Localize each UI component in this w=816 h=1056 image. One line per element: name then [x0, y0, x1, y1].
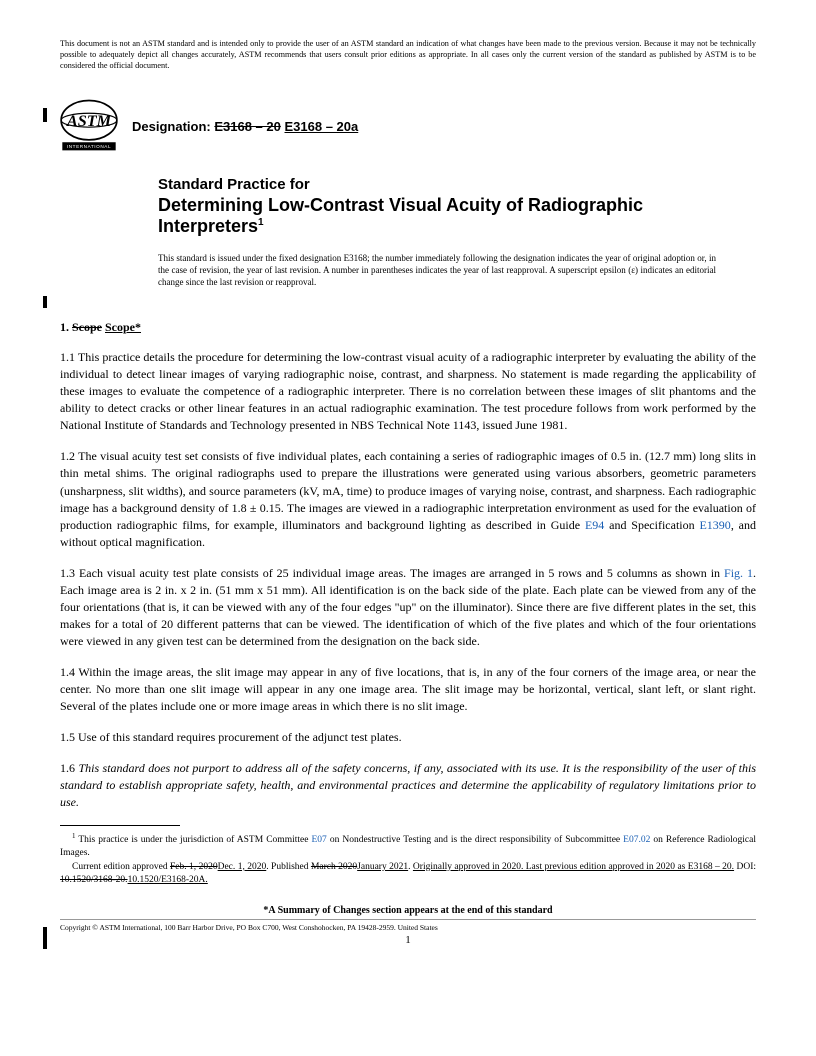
- para-1-4: 1.4 Within the image areas, the slit ima…: [60, 664, 756, 715]
- ref-e94[interactable]: E94: [585, 518, 604, 532]
- para-1-2: 1.2 The visual acuity test set consists …: [60, 448, 756, 550]
- copyright-text: Copyright © ASTM International, 100 Barr…: [60, 920, 756, 932]
- footnote-1: 1 This practice is under the jurisdictio…: [60, 832, 756, 861]
- para-1-5: 1.5 Use of this standard requires procur…: [60, 729, 756, 746]
- designation-label: Designation:: [132, 119, 211, 134]
- copyright-line: Copyright © ASTM International, 100 Barr…: [60, 919, 756, 932]
- designation-new: E3168 – 20a: [285, 119, 359, 134]
- section-1-head: 1. Scope Scope*: [60, 320, 756, 335]
- logo-label: INTERNATIONAL: [67, 144, 111, 149]
- header-row: ASTM INTERNATIONAL Designation: E3168 – …: [60, 99, 756, 153]
- page-number: 1: [60, 934, 756, 946]
- footnote-2: Current edition approved Feb. 1, 2020Dec…: [60, 861, 756, 888]
- para-1-3: 1.3 Each visual acuity test plate consis…: [60, 565, 756, 650]
- footnote-separator: [60, 825, 180, 826]
- astm-logo: ASTM INTERNATIONAL: [60, 99, 118, 153]
- change-bar: [43, 296, 47, 308]
- designation-line: Designation: E3168 – 20 E3168 – 20a: [132, 119, 358, 134]
- para-1-1: 1.1 This practice details the procedure …: [60, 349, 756, 434]
- ref-e0702[interactable]: E07.02: [623, 835, 650, 845]
- para-1-6: 1.6 This standard does not purport to ad…: [60, 760, 756, 811]
- issue-note: This standard is issued under the fixed …: [158, 252, 716, 288]
- title-main: Determining Low-Contrast Visual Acuity o…: [158, 195, 756, 238]
- summary-note: *A Summary of Changes section appears at…: [60, 905, 756, 916]
- svg-text:ASTM: ASTM: [66, 112, 112, 130]
- change-bar: [43, 108, 47, 122]
- disclaimer-text: This document is not an ASTM standard an…: [60, 38, 756, 71]
- ref-e07[interactable]: E07: [311, 835, 326, 845]
- title-pre: Standard Practice for: [158, 175, 756, 195]
- title-block: Standard Practice for Determining Low-Co…: [158, 175, 756, 238]
- ref-e1390[interactable]: E1390: [699, 518, 730, 532]
- ref-fig1[interactable]: Fig. 1: [724, 566, 753, 580]
- designation-old: E3168 – 20: [214, 119, 281, 134]
- change-bar: [43, 927, 47, 949]
